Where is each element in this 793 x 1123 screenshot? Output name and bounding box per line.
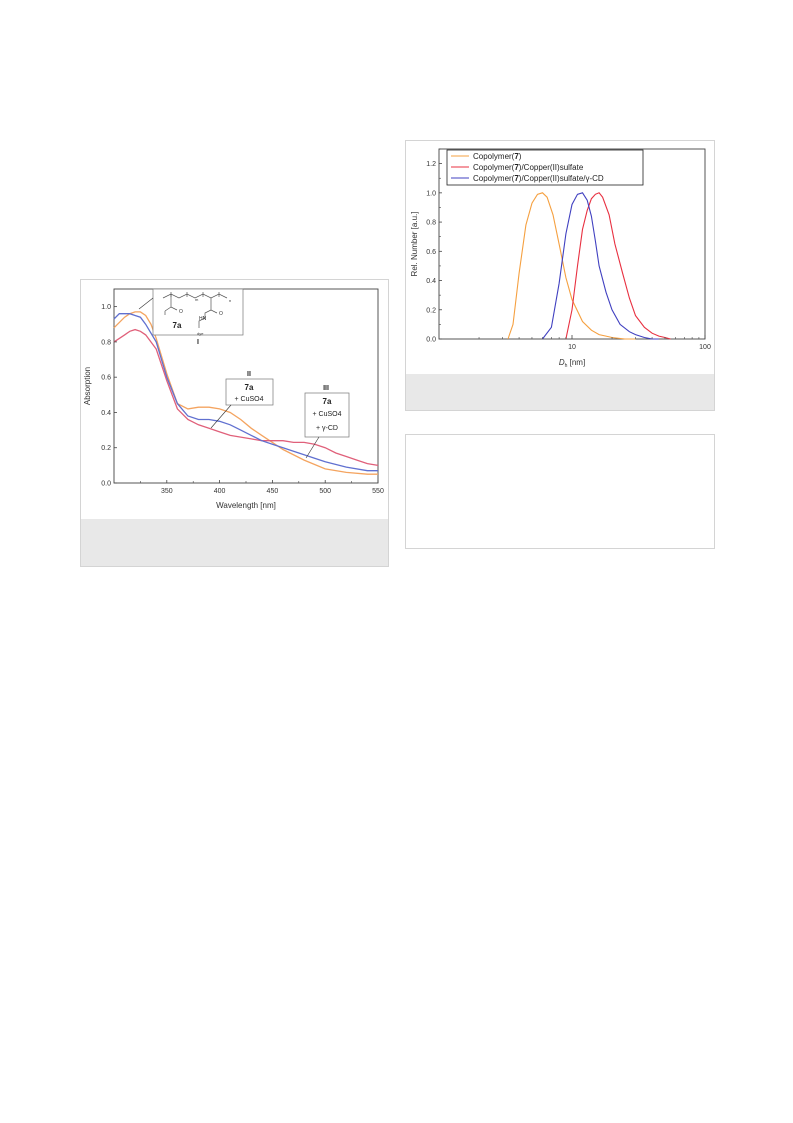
uv-y-axis-title: Absorption <box>83 367 92 405</box>
svg-text:Copolymer(7)/Copper(II)sulfate: Copolymer(7)/Copper(II)sulfate <box>473 163 584 172</box>
uv-series-line-1 <box>113 311 378 475</box>
dls-y-tick-label: 0.4 <box>426 278 436 285</box>
svg-text:Copolymer(7): Copolymer(7) <box>473 152 522 161</box>
dls-series-line-1 <box>507 192 636 340</box>
dls-y-tick-label: 0.0 <box>426 337 436 344</box>
dls-y-tick-label: 1.0 <box>426 190 436 197</box>
svg-text:m: m <box>195 297 199 302</box>
uv-x-tick-label: 350 <box>161 488 173 495</box>
annotation-I-compound: 7a <box>173 321 182 330</box>
uv-y-tick-label: 0.8 <box>101 339 111 346</box>
uv-y-tick-label: 0.6 <box>101 375 111 382</box>
uv-x-tick-label: 400 <box>214 488 226 495</box>
uv-x-tick-label: 450 <box>267 488 279 495</box>
svg-text:O: O <box>219 311 223 317</box>
svg-text:n: n <box>229 298 231 303</box>
legend-item-copolymer-copper-cd: Copolymer(7)/Copper(II)sulfate/γ-CD <box>451 174 604 183</box>
uv-series-line-2 <box>113 328 379 467</box>
figure-caption-area <box>81 519 388 566</box>
dls-y-tick-label: 0.2 <box>426 307 436 314</box>
dls-y-axis-title: Rel. Number [a.u.] <box>410 212 419 277</box>
annotation-III-roman: III <box>323 385 329 392</box>
structure-inset: O O m n HN dye 7a <box>152 288 244 336</box>
dls-y-tick-label: 0.6 <box>426 249 436 256</box>
uv-x-axis-title: Wavelength [nm] <box>216 501 276 510</box>
dls-chart: 10 100 0.0 0.2 0.4 0.6 0.8 1.0 1.2 Dh [nm] Rel. … <box>410 148 711 369</box>
uv-series-line-3 <box>113 313 378 472</box>
uv-y-tick-label: 0.4 <box>101 410 111 417</box>
empty-text-box <box>405 434 715 549</box>
svg-text:dye: dye <box>197 331 204 336</box>
annotation-III-line2: + γ-CD <box>316 425 338 432</box>
legend-item-copolymer-copper: Copolymer(7)/Copper(II)sulfate <box>451 163 584 172</box>
legend-item-copolymer: Copolymer(7) <box>451 152 522 161</box>
uv-x-tick-label: 500 <box>319 488 331 495</box>
dls-figure-panel: 10 100 0.0 0.2 0.4 0.6 0.8 1.0 1.2 Dh [nm] Rel. … <box>405 140 715 411</box>
annotation-I-roman: I <box>197 339 199 346</box>
annotation-III-line1: + CuSO4 <box>313 411 342 418</box>
dls-series-line-2 <box>565 192 671 340</box>
svg-text:O: O <box>179 309 183 315</box>
dls-x-axis-title: Dh [nm] <box>559 358 585 369</box>
annotation-II-line1: + CuSO4 <box>235 396 264 403</box>
uv-y-tick-label: 0.0 <box>101 481 111 488</box>
figure-caption-area <box>406 374 714 410</box>
annotation-II-compound: 7a <box>245 383 254 392</box>
uv-y-tick-label: 0.2 <box>101 445 111 452</box>
dls-y-tick-label: 1.2 <box>426 161 436 168</box>
annotation-II-roman: II <box>247 371 251 378</box>
annotation-III-compound: 7a <box>323 397 332 406</box>
dls-legend: Copolymer(7) Copolymer(7)/Copper(II)sulf… <box>446 149 644 186</box>
uv-x-tick-label: 550 <box>372 488 384 495</box>
dls-y-tick-label: 0.8 <box>426 220 436 227</box>
uv-y-tick-label: 1.0 <box>101 304 111 311</box>
svg-text:HN: HN <box>199 316 207 322</box>
dls-series-line-3 <box>542 192 659 340</box>
uv-vis-chart: 350 400 450 500 550 0.0 0.2 0.4 0.6 0.8 1.0 Wavele… <box>83 288 384 510</box>
svg-text:Copolymer(7)/Copper(II)sulfate: Copolymer(7)/Copper(II)sulfate/γ-CD <box>473 174 604 183</box>
dls-x-tick-label: 10 <box>568 344 576 351</box>
dls-x-tick-label: 100 <box>699 344 711 351</box>
uv-vis-figure-panel: 350 400 450 500 550 0.0 0.2 0.4 0.6 0.8 1.0 Wavele… <box>80 279 389 567</box>
